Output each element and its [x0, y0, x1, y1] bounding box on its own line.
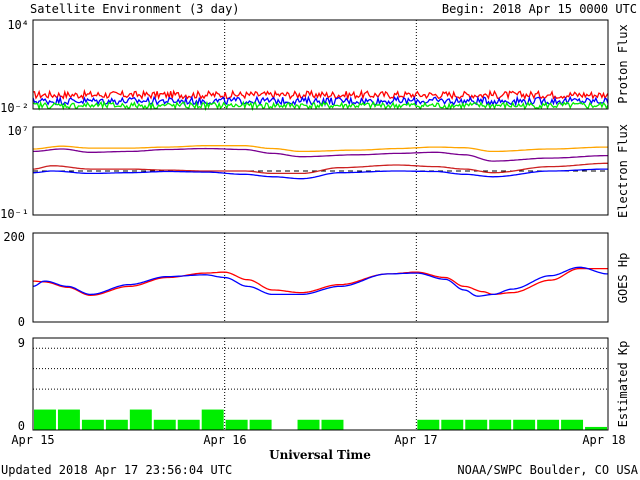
kp-index-panel: 9 0 Estimated Kp — [18, 336, 630, 433]
electron-flux-frame — [32, 126, 609, 216]
kp-bar — [81, 419, 104, 430]
darkred-series-line — [32, 162, 608, 175]
goes-hp-ylabel: GOES Hp — [616, 253, 630, 304]
goes-hp-frame — [32, 232, 609, 323]
red-series-line — [33, 267, 608, 296]
kp-bar — [34, 409, 56, 430]
electron-flux-ylabel: Electron Flux — [616, 124, 630, 218]
purple-series-line — [33, 147, 608, 162]
kp-ytick-bottom: 0 — [18, 419, 25, 433]
proton-flux-frame — [32, 19, 609, 110]
kp-bar — [417, 419, 440, 430]
kp-bar — [57, 409, 80, 430]
updated-time: Updated 2018 Apr 17 23:56:04 UTC — [1, 463, 232, 477]
kp-bar — [225, 419, 248, 430]
kp-bar — [297, 419, 320, 430]
electron-ytick-top: 10⁷ — [7, 124, 29, 138]
kp-bar — [129, 409, 152, 430]
proton-ytick-top: 10⁴ — [7, 18, 29, 32]
blue-series-line — [33, 168, 608, 180]
xtick-apr16: Apr 16 — [203, 433, 246, 447]
goes-ytick-bottom: 0 — [18, 315, 25, 329]
kp-ytick-top: 9 — [18, 336, 25, 350]
kp-bar — [585, 426, 607, 430]
kp-bar — [489, 419, 512, 430]
kp-bar — [105, 419, 128, 430]
goes-ytick-top: 200 — [3, 230, 25, 244]
kp-bar — [201, 409, 224, 430]
plot-title: Satellite Environment (3 day) — [30, 2, 240, 16]
xtick-apr18: Apr 18 — [582, 433, 625, 447]
kp-index-frame — [32, 337, 609, 431]
blue-series-line — [32, 266, 608, 297]
proton-flux-panel: 10⁴ 10⁻² Proton Flux — [0, 18, 630, 115]
proton-flux-ylabel: Proton Flux — [616, 24, 630, 103]
kp-bar — [321, 419, 344, 430]
kp-bar — [249, 419, 272, 430]
kp-bar — [441, 419, 464, 430]
electron-ytick-bottom: 10⁻¹ — [0, 207, 29, 221]
kp-bar — [177, 419, 200, 430]
xaxis-label: Universal Time — [269, 448, 371, 462]
xtick-apr17: Apr 17 — [394, 433, 437, 447]
xtick-apr15: Apr 15 — [11, 433, 54, 447]
data-source: NOAA/SWPC Boulder, CO USA — [457, 463, 638, 477]
proton-ytick-bottom: 10⁻² — [0, 101, 29, 115]
green-series-line — [32, 100, 609, 112]
kp-bar — [465, 419, 488, 430]
red-series-line — [32, 88, 609, 102]
kp-bar — [153, 419, 176, 430]
kp-bar — [513, 419, 536, 430]
begin-time: Begin: 2018 Apr 15 0000 UTC — [442, 2, 637, 16]
orange-series-line — [33, 145, 608, 153]
electron-flux-panel: 10⁷ 10⁻¹ Electron Flux — [0, 124, 630, 221]
kp-bar — [537, 419, 560, 430]
goes-hp-panel: 200 0 GOES Hp — [3, 230, 630, 329]
kp-bar — [561, 419, 584, 430]
kp-ylabel: Estimated Kp — [616, 341, 630, 428]
